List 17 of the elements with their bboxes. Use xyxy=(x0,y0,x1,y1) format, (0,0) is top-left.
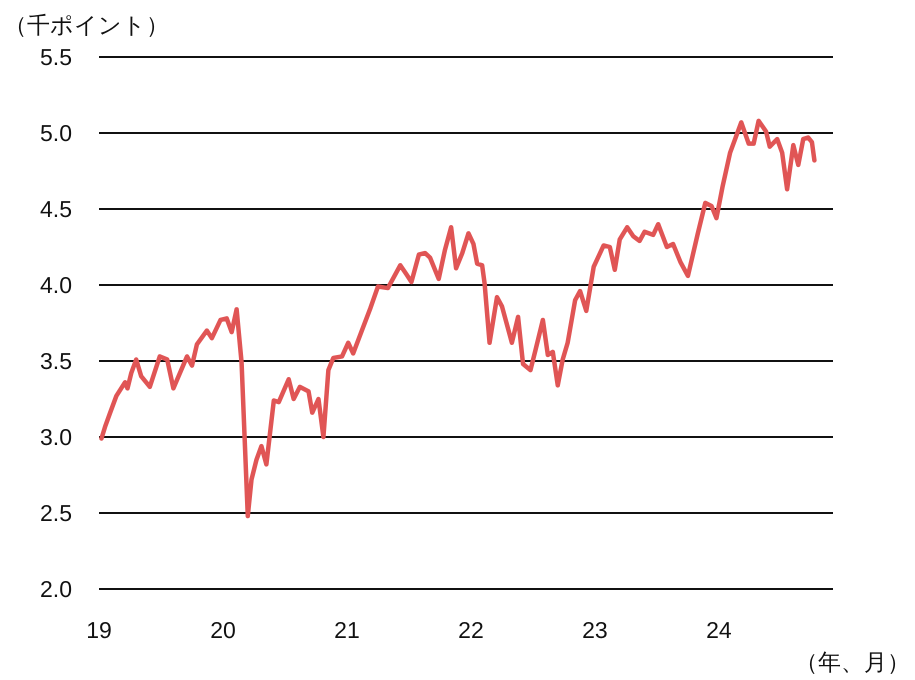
y-tick-label: 4.0 xyxy=(40,272,72,298)
y-tick-label: 2.0 xyxy=(40,576,72,602)
y-tick-label: 2.5 xyxy=(40,500,72,526)
x-tick-label: 19 xyxy=(86,617,112,643)
y-tick-label: 4.5 xyxy=(40,196,72,222)
line-series xyxy=(99,118,817,518)
x-axis-title: （年、月） xyxy=(795,649,910,675)
x-tick-label: 21 xyxy=(334,617,360,643)
y-tick-label: 3.0 xyxy=(40,424,72,450)
x-tick-label: 24 xyxy=(706,617,732,643)
y-tick-label: 3.5 xyxy=(40,348,72,374)
x-tick-label: 22 xyxy=(458,617,484,643)
y-tick-label: 5.0 xyxy=(40,120,72,146)
x-tick-label: 23 xyxy=(582,617,608,643)
y-tick-label: 5.5 xyxy=(40,44,72,70)
y-axis-title: （千ポイント） xyxy=(4,12,169,38)
x-tick-label: 20 xyxy=(210,617,236,643)
